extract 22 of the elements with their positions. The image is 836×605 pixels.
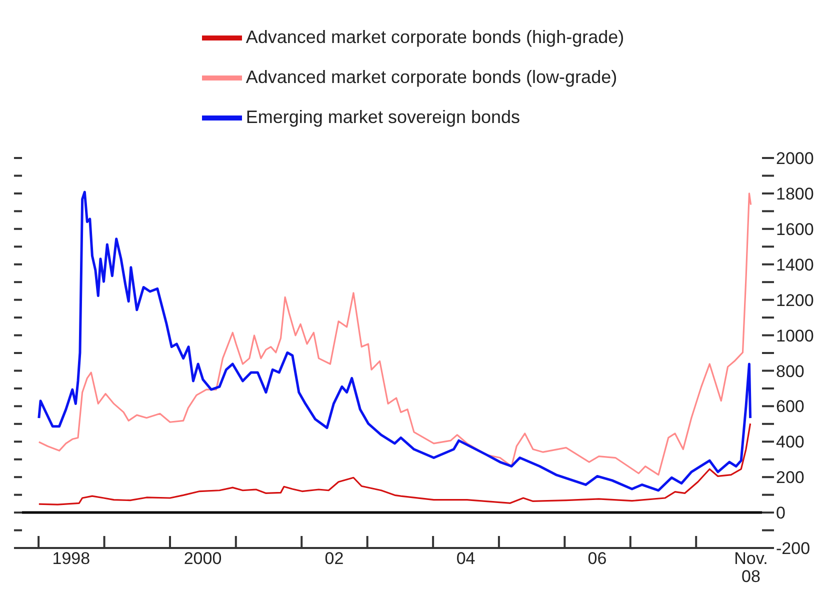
y-tick-label: -200 xyxy=(776,539,810,558)
legend-label: Emerging market sovereign bonds xyxy=(246,106,520,127)
x-tick-label: 04 xyxy=(456,549,476,568)
line-series xyxy=(38,422,752,506)
x-tick-label: Nov. 08 xyxy=(734,549,768,586)
y-tick-label: 1200 xyxy=(776,290,814,310)
y-tick-label: 2000 xyxy=(776,149,814,168)
x-tick-label: 1998 xyxy=(52,549,90,568)
legend-label: Advanced market corporate bonds (high-grade) xyxy=(246,26,624,47)
legend-label: Advanced market corporate bonds (low-grade) xyxy=(246,66,618,87)
y-tick-label: 1000 xyxy=(776,326,814,346)
y-tick-label: 1400 xyxy=(776,255,814,274)
y-tick-label: 0 xyxy=(776,504,786,523)
y-tick-label: 1600 xyxy=(776,220,814,239)
y-tick-label: 800 xyxy=(776,362,804,381)
y-tick-label: 200 xyxy=(776,468,804,488)
x-tick-label: 06 xyxy=(588,549,607,568)
x-tick-label: 2000 xyxy=(184,549,222,568)
x-tick-label: 02 xyxy=(324,549,344,568)
y-tick-label: 600 xyxy=(776,397,804,416)
y-tick-label: 400 xyxy=(776,432,804,452)
y-tick-label: 1800 xyxy=(776,184,814,204)
